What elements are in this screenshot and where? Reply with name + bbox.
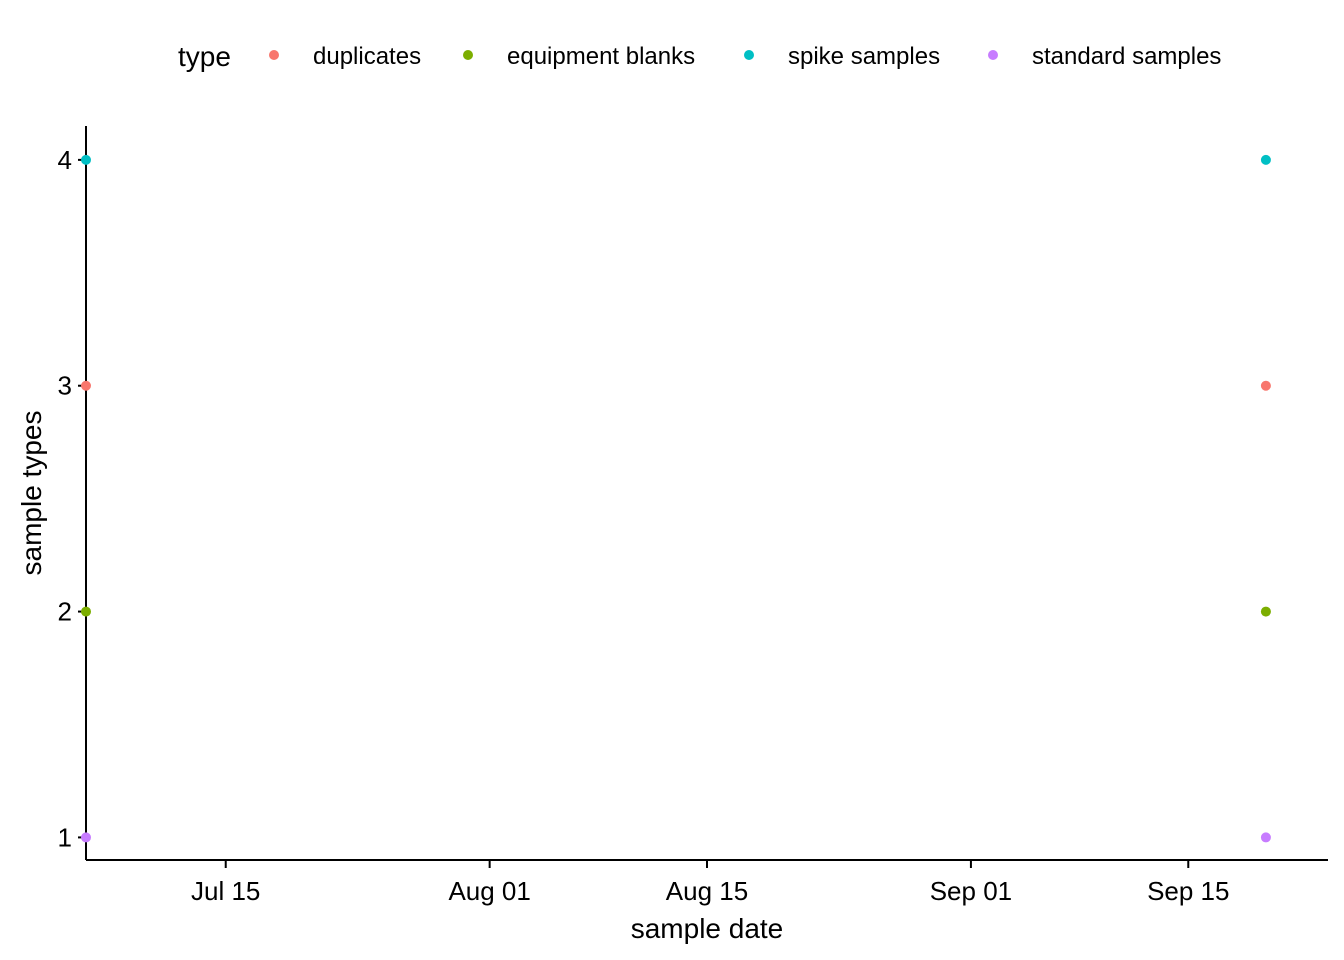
data-point [1260, 154, 1271, 165]
data-point [1260, 380, 1271, 391]
x-tick-label: Aug 01 [448, 876, 530, 906]
x-tick-label: Jul 15 [191, 876, 260, 906]
legend-label: equipment blanks [507, 43, 695, 70]
legend-key [988, 50, 998, 60]
legend-key [744, 50, 754, 60]
x-tick-label: Aug 15 [666, 876, 748, 906]
y-axis-ticks: 1 2 3 4 [58, 145, 86, 852]
data-point [81, 832, 91, 843]
data-point [1260, 832, 1271, 843]
y-tick-label: 3 [58, 371, 72, 401]
plot-area: 1 2 3 4 Jul 15 Aug 01 Aug 15 Sep 01 Sep 15 [58, 126, 1328, 906]
legend-label: standard samples [1032, 43, 1221, 70]
legend-label: spike samples [788, 43, 940, 70]
legend-key [463, 50, 473, 60]
legend: type duplicates equipment blanks spike sam… [178, 41, 1221, 72]
data-points [81, 154, 1271, 843]
x-tick-label: Sep 01 [930, 876, 1012, 906]
y-tick-label: 2 [58, 597, 72, 627]
y-axis-title: sample types [16, 411, 47, 576]
x-axis-ticks: Jul 15 Aug 01 Aug 15 Sep 01 Sep 15 [191, 860, 1229, 906]
data-point [1260, 606, 1271, 617]
y-tick-label: 4 [58, 145, 72, 175]
x-tick-label: Sep 15 [1147, 876, 1229, 906]
data-point [81, 606, 91, 617]
legend-title: type [178, 41, 231, 72]
y-tick-label: 1 [58, 822, 72, 852]
legend-key [269, 50, 279, 60]
data-point [81, 154, 91, 165]
legend-label: duplicates [313, 43, 421, 70]
data-point [81, 380, 91, 391]
x-axis-title: sample date [631, 913, 784, 944]
